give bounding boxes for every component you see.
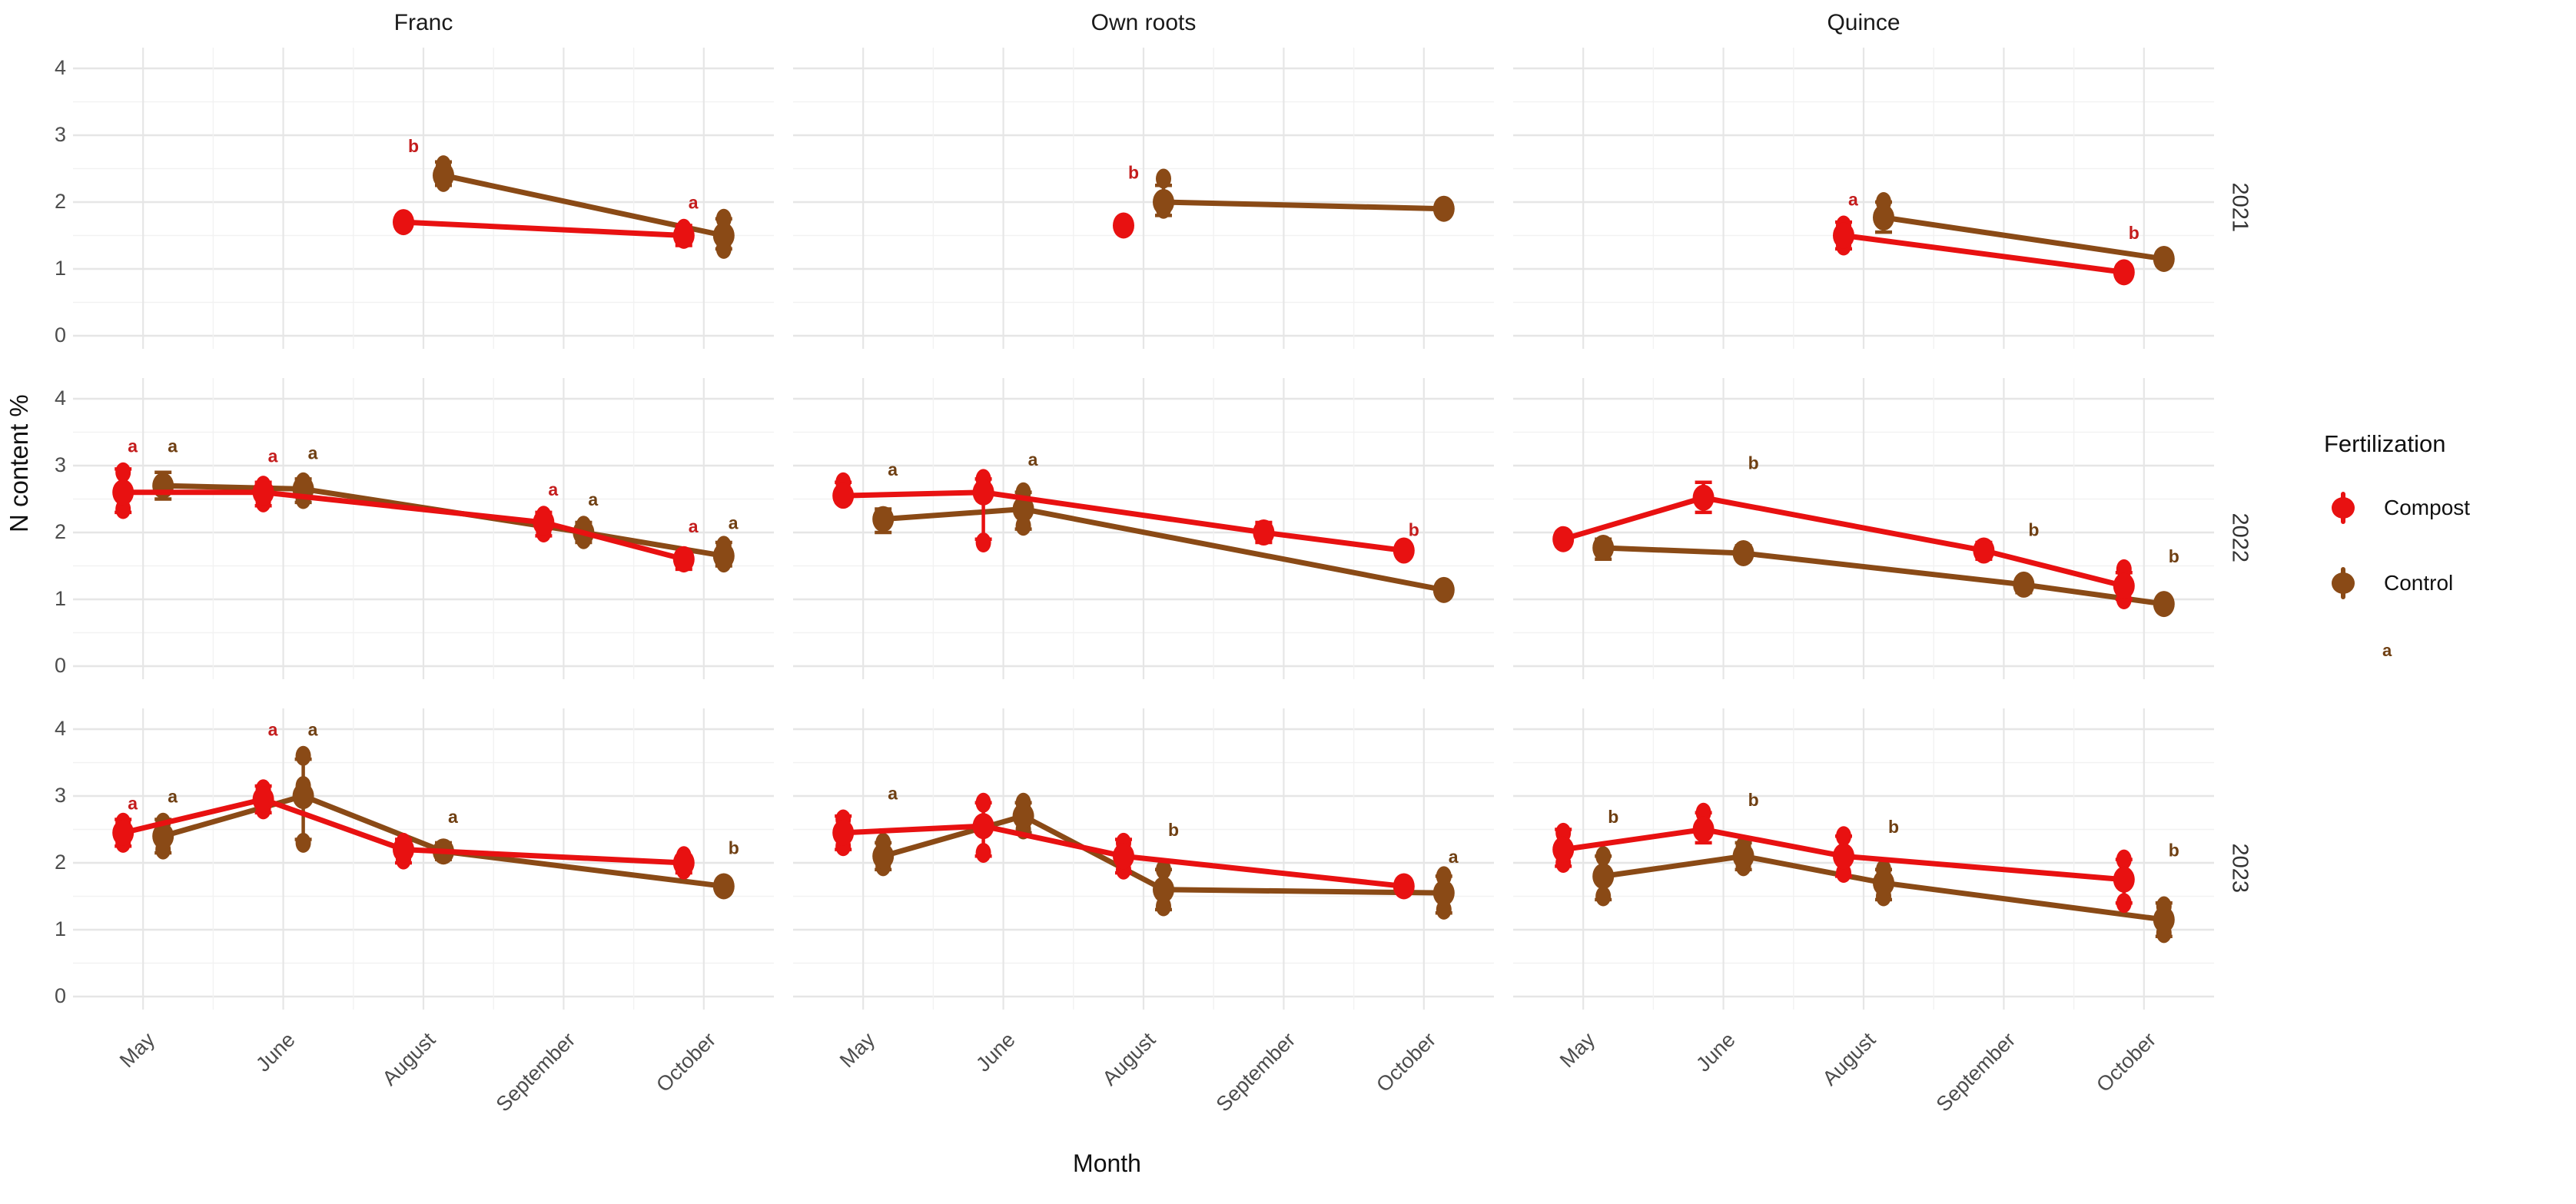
y-tick-label: 1: [54, 917, 66, 940]
sig-letter: a: [729, 513, 739, 533]
sig-letter: b: [1748, 790, 1759, 810]
y-tick-label: 3: [54, 123, 66, 146]
y-tick-label: 1: [54, 587, 66, 610]
facet-title-own-roots: Own roots: [1090, 10, 1197, 35]
legend-entry-control: Control: [2315, 566, 2568, 601]
sig-letter: a: [268, 720, 278, 740]
y-tick-label: 0: [54, 323, 66, 347]
facet-title-quince: Quince: [1827, 10, 1900, 35]
strip-label-2021: 2021: [2227, 182, 2252, 233]
sig-letter: a: [128, 793, 138, 813]
y-tick-label: 4: [54, 717, 66, 740]
x-tick-label-august: August: [377, 1028, 440, 1090]
x-tick-label-september: September: [1932, 1028, 2020, 1116]
panel-2021-own-roots: b: [793, 41, 1494, 363]
panel-2022-quince: b b b: [1513, 372, 2214, 693]
sig-letter: a: [168, 787, 178, 807]
y-tick-label: 4: [54, 386, 66, 410]
y-tick-label: 0: [54, 984, 66, 1007]
x-tick-label-september: September: [492, 1028, 580, 1116]
y-tick-label: 2: [54, 520, 66, 543]
facet-title-franc: Franc: [393, 10, 453, 35]
panel-2022-franc: a a a a a a a a: [73, 372, 774, 693]
x-tick-label-october: October: [651, 1028, 721, 1097]
x-tick-label-may: May: [1555, 1028, 1600, 1073]
legend-label-compost: Compost: [2384, 496, 2471, 519]
x-tick-label-june: June: [1691, 1028, 1740, 1076]
sig-letter: b: [1168, 820, 1179, 840]
x-tick-label-june: June: [971, 1028, 1020, 1076]
sig-letter: a: [1028, 449, 1038, 469]
sig-letter: a: [548, 479, 558, 499]
y-tick-label: 4: [54, 56, 66, 79]
control-point-icon: [2315, 566, 2372, 601]
y-tick-label: 3: [54, 784, 66, 807]
y-tick-label: 1: [54, 257, 66, 280]
sig-letter: b: [1128, 163, 1139, 183]
legend-label-control: Control: [2384, 571, 2454, 595]
y-tick-label: 2: [54, 851, 66, 874]
sig-letter: a: [588, 489, 598, 509]
sig-letter: b: [729, 838, 739, 858]
sig-letter: a: [1449, 847, 1459, 867]
panel-2022-own-roots: a a b: [793, 372, 1494, 693]
y-tick-label: 3: [54, 453, 66, 476]
sig-letter: b: [2028, 519, 2039, 539]
y-tick-label: 2: [54, 190, 66, 213]
sig-letter: b: [2169, 546, 2179, 566]
x-tick-label-august: August: [1097, 1028, 1160, 1090]
sig-letter: a: [689, 193, 699, 213]
sig-letter: a: [128, 436, 138, 456]
sig-letter: a: [448, 807, 458, 827]
x-tick-label-october: October: [2091, 1028, 2161, 1097]
sig-letter: a: [308, 443, 318, 463]
y-tick-label: 0: [54, 654, 66, 677]
strip-label-2023: 2023: [2227, 843, 2252, 894]
sig-letter: b: [408, 136, 419, 156]
sig-letter: a: [1848, 189, 1858, 209]
panel-2023-quince: b b b b: [1513, 702, 2214, 1023]
sig-letter: a: [268, 446, 278, 466]
legend-entry-compost: Compost: [2315, 490, 2568, 526]
x-tick-label-october: October: [1371, 1028, 1441, 1097]
legend-letter-key: a: [2382, 641, 2392, 660]
sig-letter: b: [1748, 453, 1759, 473]
x-tick-label-may: May: [835, 1028, 880, 1073]
panel-2023-franc: a a a b a a: [73, 702, 774, 1023]
x-tick-label-august: August: [1817, 1028, 1881, 1090]
sig-letter: a: [168, 436, 178, 456]
x-axis-title: Month: [1073, 1149, 1141, 1177]
legend-fertilization: Fertilization Compost Control a: [2315, 430, 2568, 661]
panel-2023-own-roots: a b a: [793, 702, 1494, 1023]
x-tick-label-may: May: [115, 1028, 160, 1073]
sig-letter: a: [888, 783, 898, 803]
sig-letter: b: [2129, 223, 2139, 243]
sig-letter: b: [1409, 519, 1419, 539]
sig-letter: a: [308, 720, 318, 740]
sig-letter: b: [1888, 817, 1899, 837]
compost-point-icon: [2315, 490, 2372, 526]
sig-letter: b: [2169, 840, 2179, 860]
strip-label-2022: 2022: [2227, 512, 2252, 563]
x-tick-label-june: June: [251, 1028, 300, 1076]
sig-letter: a: [689, 516, 699, 536]
x-tick-label-september: September: [1212, 1028, 1300, 1116]
sig-letter: a: [888, 459, 898, 479]
sig-letter: b: [1608, 807, 1618, 827]
legend-title: Fertilization: [2324, 430, 2446, 457]
